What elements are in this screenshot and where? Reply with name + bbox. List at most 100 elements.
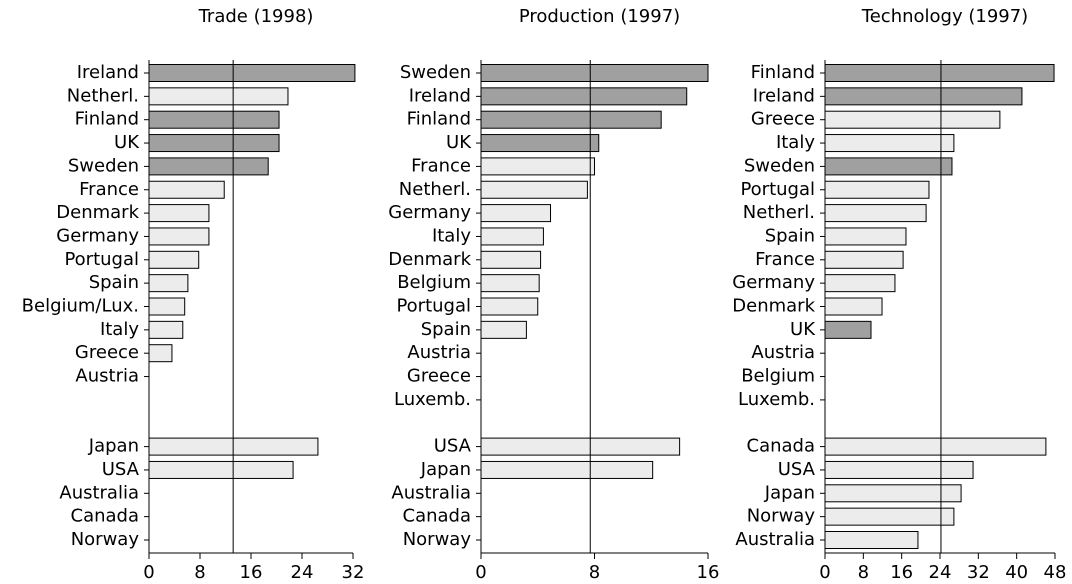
y-tick-label: Sweden	[400, 62, 471, 83]
panel-title: Trade (1998)	[198, 6, 314, 27]
y-tick-label: Sweden	[68, 155, 139, 176]
y-tick-label: UK	[446, 132, 472, 153]
y-tick-label: Austria	[751, 342, 815, 363]
bar	[480, 250, 542, 269]
x-tick-label: 8	[194, 562, 205, 583]
bar	[480, 87, 688, 106]
x-tick-label: 0	[143, 562, 154, 583]
bar	[480, 437, 681, 456]
bar	[824, 204, 927, 223]
x-tick-label: 8	[858, 562, 869, 583]
y-tick-label: Netherl.	[399, 179, 471, 200]
x-tick-label: 16	[890, 562, 913, 583]
bar	[148, 274, 189, 293]
bar	[824, 507, 955, 526]
x-tick-label: 40	[1005, 562, 1028, 583]
y-tick-label: France	[755, 249, 815, 270]
y-tick-label: USA	[434, 436, 472, 457]
y-tick-label: Sweden	[744, 155, 815, 176]
x-tick-label: 8	[589, 562, 600, 583]
y-tick-label: Australia	[59, 482, 139, 503]
y-tick-label: Italy	[100, 319, 139, 340]
y-tick-label: Norway	[403, 529, 472, 550]
bar	[480, 460, 654, 479]
bar	[148, 180, 225, 199]
bar	[824, 437, 1047, 456]
bar	[148, 227, 210, 246]
y-tick-label: Germany	[732, 272, 815, 293]
x-tick-label: 24	[291, 562, 314, 583]
bar	[824, 134, 955, 153]
y-tick-label: Portugal	[396, 296, 471, 317]
x-tick-label: 0	[819, 562, 830, 583]
y-tick-label: Finland	[751, 62, 815, 83]
y-tick-label: Finland	[75, 109, 139, 130]
bar	[480, 297, 539, 316]
y-tick-label: Denmark	[732, 296, 815, 317]
y-tick-label: USA	[102, 459, 140, 480]
bar	[824, 297, 883, 316]
y-tick-label: Finland	[407, 109, 471, 130]
x-tick-label: 16	[240, 562, 263, 583]
y-tick-label: Greece	[751, 109, 815, 130]
bar	[480, 274, 540, 293]
y-tick-label: UK	[114, 132, 140, 153]
y-tick-label: Japan	[88, 436, 139, 457]
bar	[480, 157, 595, 176]
y-tick-label: Portugal	[740, 179, 815, 200]
panel-title: Technology (1997)	[861, 6, 1028, 27]
bar	[148, 157, 269, 176]
y-tick-label: Spain	[421, 319, 471, 340]
y-tick-label: France	[79, 179, 139, 200]
bar	[824, 320, 872, 339]
bar	[824, 157, 953, 176]
bar	[148, 64, 356, 82]
y-tick-label: Canada	[71, 506, 140, 527]
y-tick-label: Netherl.	[743, 202, 815, 223]
bar	[824, 531, 919, 549]
y-tick-label: Japan	[420, 459, 471, 480]
y-tick-label: Ireland	[753, 85, 815, 106]
bar	[480, 110, 662, 129]
bar	[824, 250, 904, 269]
y-tick-label: Luxemb.	[394, 389, 471, 410]
y-tick-label: Canada	[747, 436, 816, 457]
panel-title: Production (1997)	[519, 6, 680, 27]
y-tick-label: Denmark	[388, 249, 471, 270]
y-tick-label: Belgium	[397, 272, 471, 293]
x-tick-label: 48	[1044, 562, 1067, 583]
y-tick-label: Australia	[391, 482, 471, 503]
bar	[148, 87, 289, 106]
y-tick-label: Netherl.	[67, 85, 139, 106]
bar	[480, 64, 709, 82]
bar	[148, 250, 200, 269]
y-tick-label: Austria	[407, 342, 471, 363]
bar	[480, 320, 527, 339]
bar	[480, 204, 552, 223]
y-tick-label: Belgium/Lux.	[22, 296, 139, 317]
bar	[824, 87, 1023, 106]
y-tick-label: Greece	[75, 342, 139, 363]
bar	[148, 110, 280, 129]
y-tick-label: Portugal	[64, 249, 139, 270]
y-tick-label: Canada	[403, 506, 472, 527]
y-tick-label: Australia	[735, 529, 815, 550]
bar	[824, 460, 974, 479]
bar	[148, 344, 173, 363]
x-tick-label: 16	[697, 562, 720, 583]
bar	[148, 134, 280, 153]
bar	[480, 134, 600, 153]
x-tick-label: 0	[475, 562, 486, 583]
x-tick-label: 32	[342, 562, 365, 583]
bar	[148, 320, 184, 339]
y-tick-label: Belgium	[741, 366, 815, 387]
bar	[824, 180, 930, 199]
y-tick-label: Italy	[432, 225, 471, 246]
y-tick-label: Greece	[407, 366, 471, 387]
y-tick-label: Ireland	[409, 85, 471, 106]
x-tick-label: 32	[967, 562, 990, 583]
y-tick-label: USA	[778, 459, 816, 480]
y-tick-label: Austria	[75, 366, 139, 387]
x-tick-label: 24	[929, 562, 952, 583]
